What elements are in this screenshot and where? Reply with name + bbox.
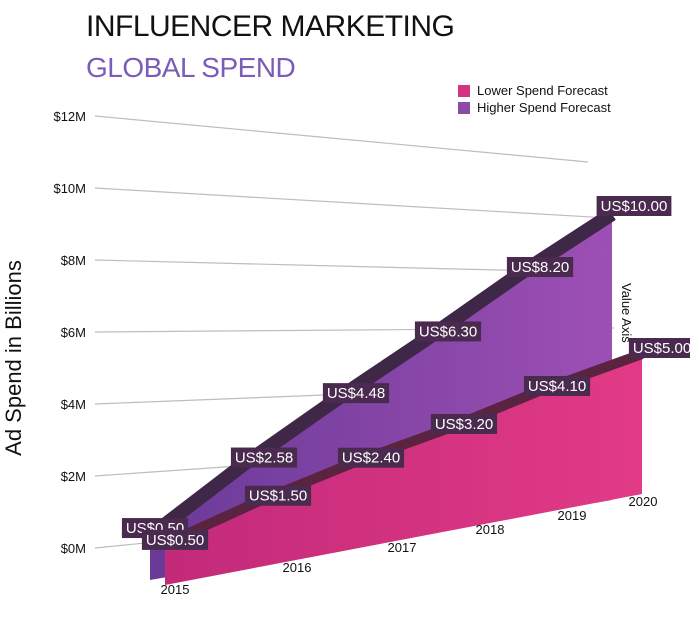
area-lower-forecast — [165, 354, 642, 585]
y-tick-label: $2M — [61, 469, 86, 484]
svg-text:US$2.58: US$2.58 — [235, 450, 293, 467]
y-tick-label: $0M — [61, 541, 86, 556]
gridline — [94, 115, 589, 163]
data-label-higher: US$10.00 — [596, 196, 672, 216]
y-tick-label: $12M — [53, 109, 86, 124]
data-label-lower: US$0.50 — [141, 529, 209, 550]
legend-item-lower: Lower Spend Forecast — [458, 82, 611, 99]
legend-item-higher: Higher Spend Forecast — [458, 99, 611, 116]
value-axis-title: Value Axis — [619, 283, 634, 343]
legend-swatch-lower — [458, 84, 470, 97]
data-label-higher: US$2.58 — [230, 447, 298, 468]
x-tick-label: 2020 — [629, 494, 658, 509]
data-label-higher: US$8.20 — [506, 257, 574, 278]
svg-text:US$10.00: US$10.00 — [601, 198, 668, 215]
x-tick-label: 2019 — [558, 508, 587, 523]
x-tick-label: 2018 — [476, 522, 505, 537]
svg-text:US$1.50: US$1.50 — [249, 488, 307, 505]
x-axis-labels: 2015 2016 2017 2018 2019 2020 — [161, 494, 658, 597]
x-tick-label: 2016 — [283, 560, 312, 575]
data-label-higher: US$4.48 — [322, 383, 390, 404]
svg-text:US$8.20: US$8.20 — [511, 259, 569, 276]
legend-label-higher: Higher Spend Forecast — [477, 100, 611, 115]
data-labels: US$0.50 US$2.58 US$4.48 US$6.30 US$8.20 US$10… — [121, 196, 690, 550]
svg-text:US$4.10: US$4.10 — [528, 378, 586, 395]
x-tick-label: 2017 — [388, 540, 417, 555]
data-label-lower: US$1.50 — [244, 485, 312, 506]
legend-swatch-higher — [458, 101, 470, 114]
data-label-lower: US$3.20 — [430, 413, 498, 434]
chart-title: INFLUENCER MARKETING — [86, 10, 455, 43]
data-label-lower: US$4.10 — [523, 375, 591, 396]
svg-text:US$5.00: US$5.00 — [633, 340, 690, 357]
svg-text:US$6.30: US$6.30 — [419, 323, 477, 340]
x-tick-label: 2015 — [161, 582, 190, 597]
y-tick-label: $4M — [61, 397, 86, 412]
legend-label-lower: Lower Spend Forecast — [477, 83, 608, 98]
data-label-higher: US$6.30 — [414, 321, 482, 342]
y-tick-label: $8M — [61, 253, 86, 268]
svg-text:US$0.50: US$0.50 — [146, 532, 204, 549]
chart-subtitle: GLOBAL SPEND — [86, 52, 296, 83]
data-label-lower: US$2.40 — [337, 447, 405, 468]
y-axis-title: Ad Spend in Billions — [1, 260, 26, 456]
svg-text:US$3.20: US$3.20 — [435, 416, 493, 433]
y-tick-label: $10M — [53, 181, 86, 196]
svg-text:US$2.40: US$2.40 — [342, 450, 400, 467]
y-tick-label: $6M — [61, 325, 86, 340]
gridline — [94, 187, 597, 218]
svg-text:US$4.48: US$4.48 — [327, 385, 385, 402]
chart-legend: Lower Spend Forecast Higher Spend Foreca… — [458, 82, 611, 116]
data-label-lower: US$5.00 — [628, 338, 690, 358]
